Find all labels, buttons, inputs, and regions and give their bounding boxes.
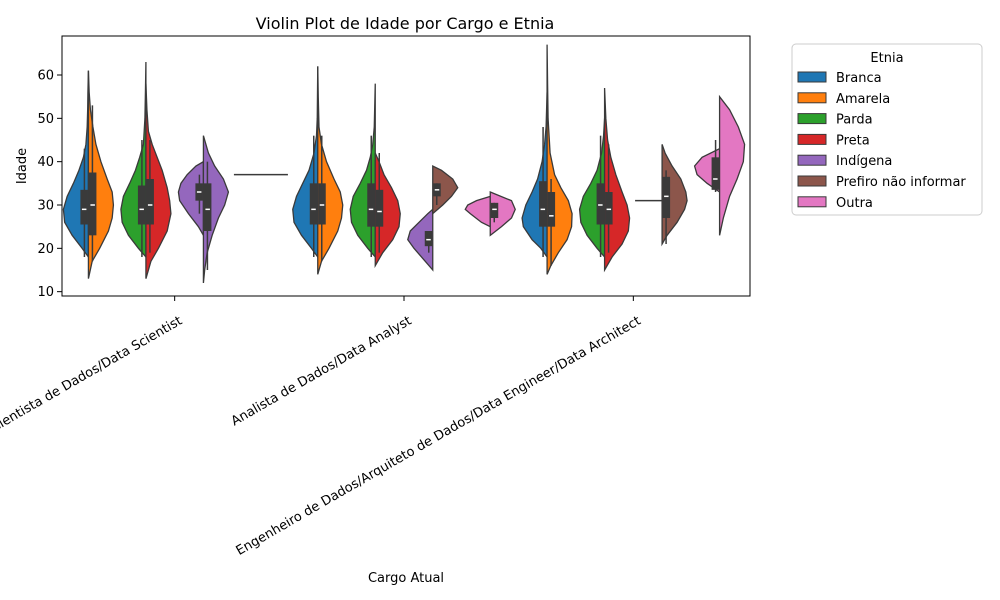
y-tick-label: 30 <box>37 199 54 214</box>
violin-half-right <box>432 164 459 216</box>
iqr-box <box>88 172 97 236</box>
iqr-box <box>424 231 433 247</box>
y-tick-label: 40 <box>37 155 54 170</box>
legend-entry-label: Outra <box>836 196 873 211</box>
legend-title: Etnia <box>870 51 903 66</box>
legend-entry-label: Parda <box>836 113 873 128</box>
category-label: Engenheiro de Dados/Arquiteto de Dados/D… <box>234 314 644 559</box>
x-axis: Cientista de Dados/Data Scientist Analist… <box>0 296 644 559</box>
violins-layer <box>62 44 746 284</box>
legend-entry-label: Indígena <box>836 154 892 169</box>
violin-half-left <box>464 195 491 228</box>
iqr-box <box>711 157 720 190</box>
violin-group <box>292 66 344 275</box>
violin-half-right <box>489 191 516 237</box>
chart-title: Violin Plot de Idade por Cargo e Etnia <box>256 14 555 33</box>
legend-swatch <box>797 154 827 166</box>
violin-half-right <box>145 83 172 279</box>
legend-swatch <box>797 175 827 187</box>
iqr-box <box>539 181 547 227</box>
legend-swatch <box>797 196 827 208</box>
violin-group <box>693 94 746 236</box>
legend-swatch <box>797 71 827 83</box>
legend-entry-label: Preta <box>836 133 870 148</box>
iqr-box <box>490 202 499 218</box>
y-tick-label: 20 <box>37 242 54 257</box>
y-tick-label: 60 <box>37 69 54 84</box>
legend-entry-label: Branca <box>836 71 882 86</box>
legend: Etnia Branca Amarela Parda Preta Indígena Pre… <box>791 43 983 216</box>
y-axis: 10 20 30 40 50 60 <box>37 69 62 300</box>
plot-frame <box>61 35 751 297</box>
y-axis-label: Idade <box>15 148 30 184</box>
legend-swatch <box>797 92 827 104</box>
violin-group <box>62 70 115 279</box>
iqr-box <box>547 192 556 227</box>
violin-half-left <box>407 207 434 272</box>
category-label: Analista de Dados/Data Analyst <box>229 314 414 430</box>
iqr-box <box>203 183 212 231</box>
iqr-box <box>146 179 154 225</box>
iqr-box <box>596 183 605 225</box>
legend-entry-label: Prefiro não informar <box>836 175 966 190</box>
violin-half-right <box>718 94 746 236</box>
iqr-box <box>662 176 671 218</box>
iqr-box <box>367 183 375 227</box>
iqr-box <box>137 185 146 225</box>
legend-entry-label: Amarela <box>836 92 890 107</box>
violin-group <box>407 164 459 272</box>
legend-frame <box>791 43 983 216</box>
violin-half-right <box>374 152 401 269</box>
iqr-box <box>318 183 326 225</box>
iqr-box <box>375 189 384 227</box>
violin-half-right <box>661 144 688 247</box>
violin-group <box>464 191 516 237</box>
iqr-box <box>80 189 88 225</box>
category-label: Cientista de Dados/Data Scientist <box>0 314 185 436</box>
legend-swatch <box>797 113 827 125</box>
y-tick-label: 10 <box>37 285 54 300</box>
violin-group <box>578 87 631 273</box>
violin-group <box>349 83 401 269</box>
violin-half-left <box>177 160 205 238</box>
y-tick-label: 50 <box>37 112 54 127</box>
iqr-box <box>309 183 318 225</box>
violin-group <box>635 144 688 247</box>
iqr-box <box>605 192 613 225</box>
violin-group <box>521 44 573 275</box>
violin-group <box>120 61 172 279</box>
legend-swatch <box>797 133 827 145</box>
violin-group <box>177 135 230 284</box>
x-axis-label: Cargo Atual <box>368 571 444 586</box>
